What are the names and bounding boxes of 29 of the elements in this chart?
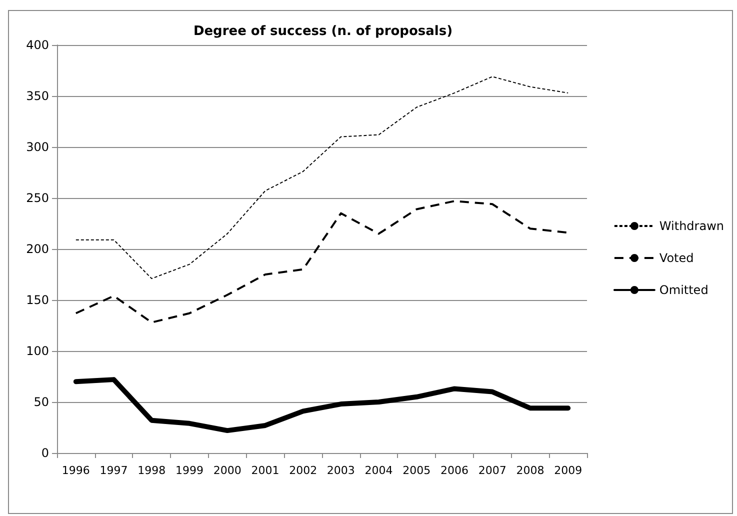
x-tick-label: 2004 <box>364 464 393 477</box>
x-tick-label: 2005 <box>402 464 431 477</box>
x-tick-label: 2000 <box>213 464 242 477</box>
x-tick-label: 1999 <box>176 464 204 477</box>
x-tick-label: 2006 <box>440 464 468 477</box>
y-tick-label: 250 <box>26 191 49 205</box>
x-tick-label: 2002 <box>289 464 318 477</box>
x-tick-label: 2008 <box>516 464 544 477</box>
y-tick-label: 50 <box>34 395 49 409</box>
x-tick-label: 1996 <box>62 464 90 477</box>
x-tick-label: 2001 <box>251 464 280 477</box>
y-tick-label: 150 <box>26 293 49 307</box>
x-tick-label: 1998 <box>138 464 166 477</box>
y-tick-label: 400 <box>26 38 49 52</box>
x-tick-label: 1997 <box>100 464 128 477</box>
y-tick-label: 200 <box>26 242 49 256</box>
line-series <box>75 76 569 280</box>
y-tick-label: 0 <box>41 446 49 460</box>
chart-title: Degree of success (n. of proposals) <box>193 24 453 39</box>
legend-label: Voted <box>659 251 694 265</box>
x-tick-label: 2003 <box>326 464 355 477</box>
line-series <box>74 200 570 324</box>
y-tick-label: 300 <box>26 140 49 154</box>
x-tick-label: 2009 <box>554 464 582 477</box>
y-tick-label: 350 <box>26 89 49 103</box>
y-tick-label: 100 <box>26 344 49 358</box>
legend-label: Omitted <box>659 283 708 297</box>
x-tick-label: 2007 <box>478 464 506 477</box>
legend-label: Withdrawn <box>659 219 724 233</box>
